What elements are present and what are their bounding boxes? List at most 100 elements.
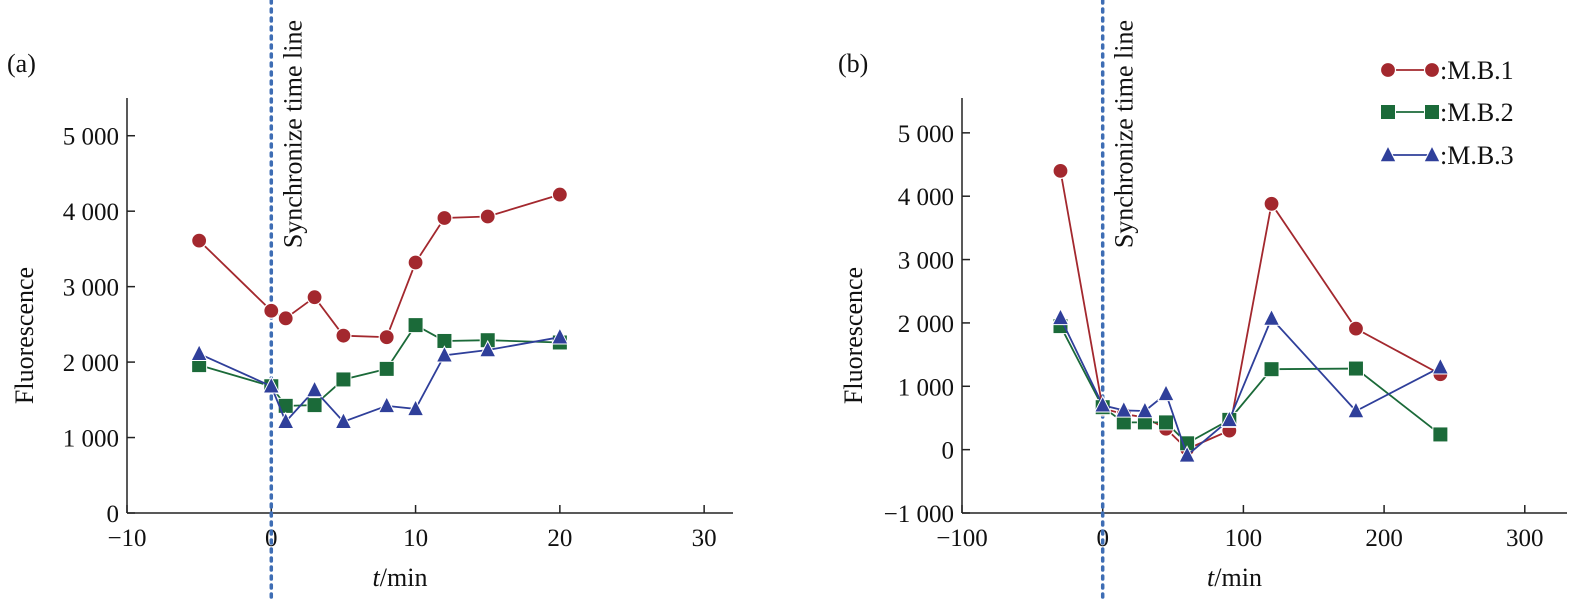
legend-label: :M.B.3 [1440,141,1514,170]
y-tick-label: 5 000 [63,124,119,151]
y-axis-title: Fluorescence [10,267,39,404]
series-line [198,336,561,424]
legend-item: :M.B.1 [1379,56,1514,85]
legend-marker [1423,144,1441,163]
series-mb3 [1051,307,1450,463]
x-axis-title-unit: /min [1214,563,1262,592]
y-tick-label: 0 [107,501,120,528]
legend-marker [1379,144,1397,163]
y-tick-label: 3 000 [63,275,119,302]
data-point [1220,409,1239,428]
data-point [191,232,208,249]
data-point [435,345,454,363]
data-point [263,302,280,319]
legend-label: :M.B.2 [1440,98,1514,127]
data-point [378,329,395,346]
data-point [305,379,324,398]
series-line [1059,170,1441,451]
y-tick-label: 2 000 [898,311,954,338]
x-tick-label: −100 [936,525,988,552]
data-point [436,209,453,227]
data-point [262,376,281,394]
x-axis-title-variable: t [1207,563,1215,592]
y-tick-label: −1 000 [884,501,954,528]
legend-item: :M.B.3 [1379,141,1514,170]
data-point [1347,360,1364,377]
panel-label: (b) [838,49,868,78]
data-point [1263,195,1280,212]
series-mb2 [1052,318,1449,452]
y-tick-label: 4 000 [63,199,119,226]
data-point [334,411,353,429]
data-point [407,254,424,271]
data-point [1136,400,1154,419]
x-axis-title: t/min [1207,563,1262,592]
data-point [277,310,294,327]
legend-marker [1380,104,1396,120]
x-tick-label: −10 [107,525,146,552]
x-tick-label: 100 [1225,525,1263,552]
series-mb3 [190,327,569,429]
y-tick-label: 0 [942,438,955,465]
legend-label: :M.B.1 [1440,56,1514,85]
data-point [276,411,295,429]
x-tick-label: 10 [403,525,428,552]
y-tick-label: 4 000 [898,184,954,211]
data-point [306,397,323,414]
data-point [1432,426,1449,443]
data-point [551,186,568,203]
y-tick-label: 5 000 [898,121,954,148]
data-point [1158,414,1175,431]
series-mb1 [191,186,568,346]
data-point [407,317,424,334]
data-point [335,327,352,344]
legend-marker [1424,104,1440,120]
x-axis-title-variable: t [373,563,381,592]
legend-marker [1379,61,1397,79]
data-point [551,327,569,345]
legend: :M.B.1 :M.B.2 :M.B.3 [1379,56,1514,170]
y-tick-label: 1 000 [898,374,954,401]
data-point [1157,383,1175,402]
x-axis-title: t/min [373,563,428,592]
series-line [1059,325,1441,445]
data-point [377,395,396,414]
data-point [1114,400,1133,418]
series-line [198,323,560,407]
data-point [1347,320,1365,337]
data-point [478,339,497,358]
y-tick-label: 1 000 [63,426,119,453]
legend-item: :M.B.2 [1380,98,1514,127]
data-point [1052,162,1069,179]
data-point [1347,400,1365,419]
data-point [306,289,323,306]
data-point [190,343,208,362]
data-point [1051,307,1070,326]
synchronize-annotation: Synchronize time line [278,20,307,248]
x-tick-label: 300 [1506,525,1544,552]
series-line [198,193,561,339]
data-point [1178,445,1196,463]
x-tick-label: 200 [1365,525,1403,552]
synchronize-annotation: Synchronize time line [1110,20,1139,248]
series-mb2 [191,317,568,414]
y-axis-title: Fluorescence [839,267,868,404]
y-tick-label: 3 000 [898,248,954,275]
data-point [1263,361,1280,378]
data-point [335,371,352,388]
data-point [406,398,425,417]
x-tick-label: 30 [692,525,717,552]
x-tick-label: 20 [547,525,572,552]
x-axis-title-unit: /min [380,563,428,592]
legend-marker [1423,61,1441,79]
data-point [1093,395,1112,413]
data-point [1262,308,1281,326]
series-line [1059,316,1441,457]
y-tick-label: 2 000 [63,350,119,377]
data-point [378,360,395,377]
data-point [1431,357,1450,375]
panel-label: (a) [7,49,36,78]
